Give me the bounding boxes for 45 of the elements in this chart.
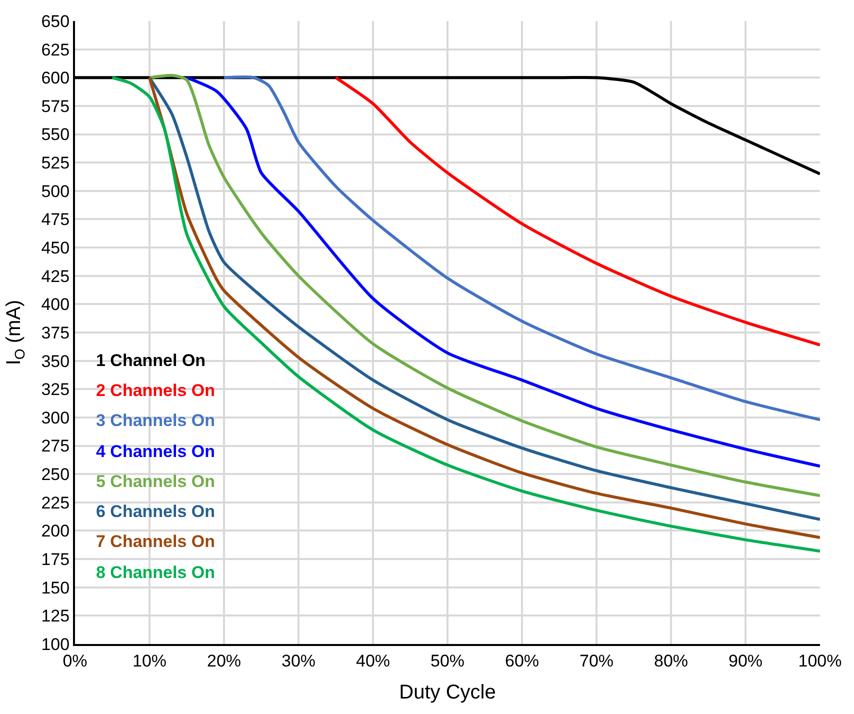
text: 5 Channels On (96, 472, 216, 491)
line-series (222, 76, 820, 422)
y-tick-label: 125 (41, 606, 70, 626)
x-tick-label: 40% (356, 651, 390, 670)
x-tick-label: 60% (504, 651, 540, 670)
y-tick-label: 625 (41, 40, 70, 60)
y-tick-label: 475 (41, 210, 70, 230)
x-tick-label: 0% (62, 651, 88, 670)
y-tick-label: 450 (41, 238, 70, 258)
y-tick-label: 400 (41, 295, 70, 314)
y-tick-label: 225 (41, 493, 70, 512)
y-tick-label: 525 (41, 154, 70, 173)
x-tick-label: 70% (579, 651, 614, 670)
y-tick-label: 150 (41, 578, 70, 598)
text: 6 Channels On (96, 502, 216, 521)
text: 2 Channels On (96, 381, 216, 400)
y-tick-label: 200 (41, 522, 70, 541)
line-series (334, 76, 820, 346)
y-tick-label: 175 (41, 550, 70, 569)
y-tick-label: 425 (41, 266, 70, 286)
y-tick-label: 575 (41, 96, 70, 116)
x-tick-label: 30% (281, 651, 316, 670)
text: 4 Channels On (96, 442, 216, 461)
y-tick-label: 550 (41, 125, 70, 144)
y-tick-label: 650 (41, 12, 70, 31)
x-tick-label: 100% (798, 651, 842, 670)
x-tick-label: 80% (654, 651, 688, 670)
x-tick-label: 10% (132, 651, 167, 670)
y-tick-label: 375 (41, 323, 70, 342)
y-tick-label: 100 (41, 634, 70, 654)
x-axis-title: Duty Cycle (399, 681, 496, 704)
text: 7 Channels On (96, 532, 216, 551)
text: 8 Channels On (96, 563, 216, 582)
y-tick-label: 500 (41, 182, 70, 201)
y-tick-label: 325 (41, 380, 70, 400)
y-tick-label: 250 (41, 465, 70, 484)
x-tick-label: 20% (206, 651, 242, 670)
text: 3 Channels On (96, 411, 216, 430)
y-tick-label: 350 (41, 352, 70, 371)
y-tick-label: 600 (41, 68, 70, 88)
x-tick-label: 50% (430, 651, 465, 670)
y-tick-label: 300 (41, 408, 70, 428)
x-tick-label: 90% (728, 651, 763, 670)
y-tick-label: 275 (41, 436, 70, 456)
text: 1 Channel On (96, 351, 206, 370)
